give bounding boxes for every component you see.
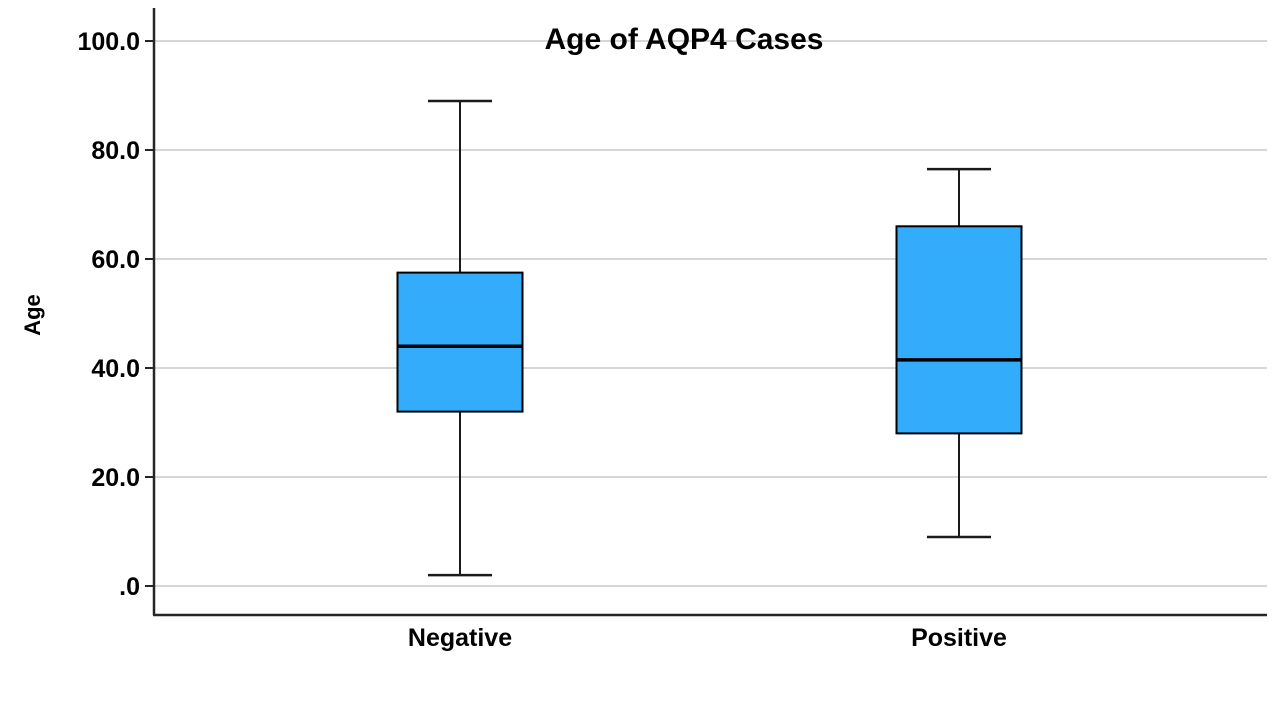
tick-label-layer: 100.0 80.0 60.0 40.0 20.0 .0 Negative Positive (77, 28, 1007, 652)
x-category-label-positive: Positive (911, 624, 1007, 652)
y-tick-label: 20.0 (91, 464, 140, 492)
y-tick-label: .0 (119, 573, 140, 601)
y-axis-title: Age (20, 294, 45, 336)
boxplot-positive (895, 167, 1023, 539)
x-category-label-negative: Negative (408, 624, 512, 652)
chart-title: Age of AQP4 Cases (545, 23, 824, 56)
y-tick-label: 40.0 (91, 355, 140, 383)
boxplot-layer (396, 99, 1023, 577)
iqr-box-negative (396, 271, 524, 413)
boxplot-negative (396, 99, 524, 577)
y-tick-label: 80.0 (91, 137, 140, 165)
iqr-box-positive (895, 225, 1023, 435)
y-tick-label: 100.0 (77, 28, 140, 56)
axis-layer (145, 8, 1267, 617)
y-tick-label: 60.0 (91, 246, 140, 274)
gridline-layer (154, 40, 1267, 587)
